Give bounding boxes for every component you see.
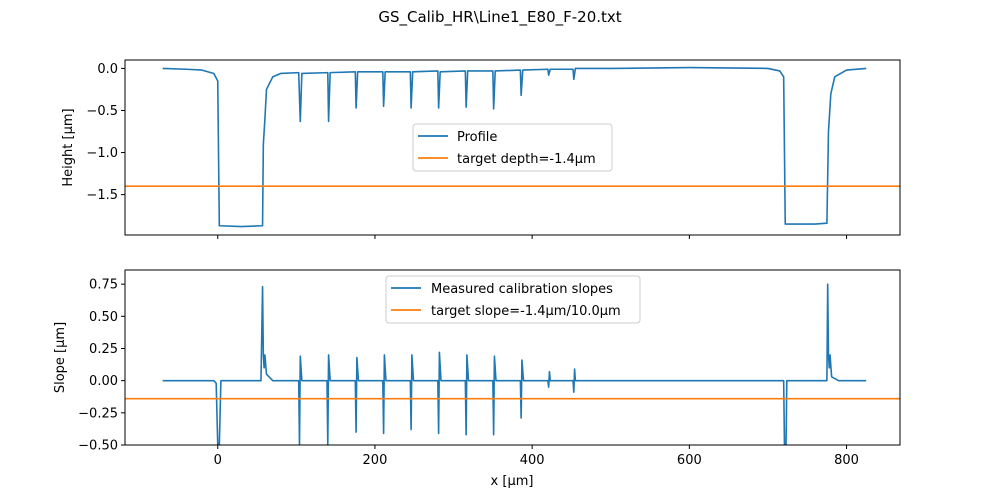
slope-legend-label-measured: Measured calibration slopes bbox=[431, 282, 613, 297]
slope-legend-box bbox=[385, 275, 641, 324]
height-y-tick-label: −1.5 bbox=[86, 188, 118, 203]
slope-ylabel: Slope [µm] bbox=[53, 322, 68, 393]
slope-xlabel: x [µm] bbox=[491, 474, 534, 489]
height-series-main bbox=[162, 66, 867, 228]
slope-x-tick-label: 600 bbox=[677, 453, 702, 468]
slope-legend-label-target: target slope=-1.4µm/10.0µm bbox=[431, 304, 621, 319]
slope-series-main bbox=[162, 283, 867, 445]
height-legend: Profile target depth=-1.4µm bbox=[412, 123, 613, 172]
slope-axes: 0.75 0.50 0.25 0.00 −0.25 −0.50 0 200 400 600 800… bbox=[53, 269, 901, 489]
slope-x-tick-label: 400 bbox=[520, 453, 545, 468]
height-ylabel: Height [µm] bbox=[61, 108, 76, 186]
slope-y-tick-label: −0.25 bbox=[78, 406, 118, 421]
slope-x-tick-label: 800 bbox=[834, 453, 859, 468]
height-y-tick-label: −0.5 bbox=[86, 104, 118, 119]
slope-x-tick-label: 200 bbox=[363, 453, 388, 468]
slope-y-tick-label: 0.75 bbox=[89, 278, 118, 293]
height-legend-label-profile: Profile bbox=[457, 130, 497, 145]
height-axes: 0.0 −0.5 −1.0 −1.5 Height [µm] Profile targ… bbox=[61, 59, 901, 239]
slope-y-tick-label: 0.00 bbox=[89, 374, 118, 389]
height-legend-box bbox=[412, 123, 613, 172]
slope-y-tick-label: 0.50 bbox=[89, 310, 118, 325]
height-legend-label-target: target depth=-1.4µm bbox=[457, 152, 596, 167]
slope-y-tick-label: 0.25 bbox=[89, 342, 118, 357]
figure-title: GS_Calib_HR\Line1_E80_F-20.txt bbox=[378, 8, 621, 27]
slope-x-tick-label: 0 bbox=[214, 453, 222, 468]
height-axes-frame bbox=[124, 59, 901, 236]
height-y-tick-label: 0.0 bbox=[97, 62, 118, 77]
slope-y-tick-label: −0.50 bbox=[78, 439, 118, 454]
slope-axes-frame bbox=[124, 269, 901, 446]
height-y-tick-label: −1.0 bbox=[86, 146, 118, 161]
slope-legend: Measured calibration slopes target slope… bbox=[385, 275, 641, 324]
